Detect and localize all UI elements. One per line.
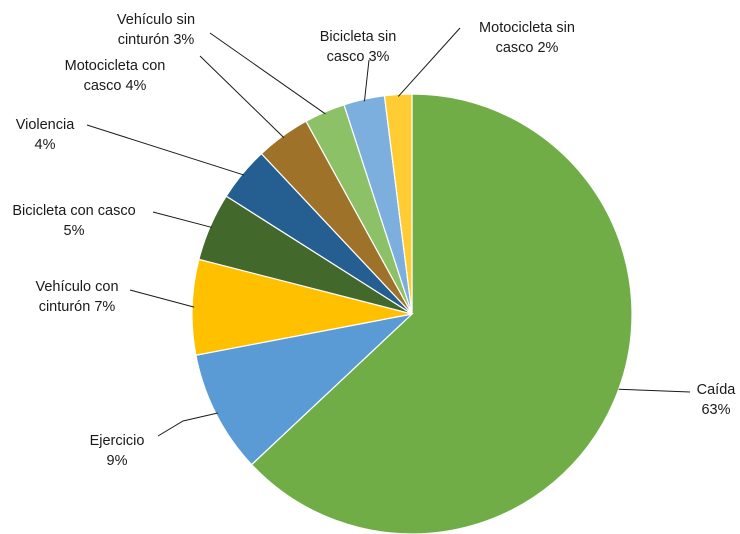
leader-line-3 xyxy=(152,211,213,228)
slice-label-line: Ejercicio xyxy=(90,433,145,449)
slice-label-0: Caída 63% xyxy=(697,382,737,418)
leader-line-2 xyxy=(129,289,195,308)
slice-label-line: Bicicleta sin xyxy=(320,29,397,45)
slice-label-line: Motocicleta sin xyxy=(479,20,575,36)
slice-label-line: 9% xyxy=(107,453,128,469)
slice-label-line: 63% xyxy=(701,402,730,418)
slice-label-5: Motocicleta con casco 4% xyxy=(65,58,166,94)
slice-label-6: Vehículo sin cinturón 3% xyxy=(117,12,195,48)
slice-label-8: Motocicleta sin casco 2% xyxy=(479,20,575,56)
slice-label-line: casco 4% xyxy=(84,78,147,94)
slice-label-line: Bicicleta con casco xyxy=(12,203,135,219)
slice-label-line: Violencia xyxy=(16,117,76,133)
pie-slice-8 xyxy=(383,93,413,315)
slice-label-line: casco 3% xyxy=(327,49,390,65)
slice-label-line: 4% xyxy=(35,137,56,153)
slice-labels: Caída 63% Ejercicio 9% Vehículo con cinturón … xyxy=(12,12,736,469)
leader-line-1 xyxy=(157,412,218,437)
leader-line-4 xyxy=(86,124,245,176)
leader-line-6 xyxy=(209,32,326,115)
slice-label-3: Bicicleta con casco 5% xyxy=(12,203,135,239)
slice-label-line: cinturón 7% xyxy=(39,299,116,315)
slice-label-2: Vehículo con cinturón 7% xyxy=(35,279,118,315)
slice-label-line: Caída xyxy=(697,382,737,398)
leader-line-0 xyxy=(618,388,691,393)
slice-label-line: Motocicleta con xyxy=(65,58,166,74)
slice-label-line: cinturón 3% xyxy=(118,32,195,48)
slice-label-line: Vehículo con xyxy=(35,279,118,295)
pie-slice-0 xyxy=(250,93,633,534)
leader-line-8 xyxy=(397,27,461,97)
slice-label-4: Violencia 4% xyxy=(16,117,76,153)
slice-label-7: Bicicleta sin casco 3% xyxy=(320,29,397,65)
slice-label-line: casco 2% xyxy=(496,40,559,56)
leader-line-7 xyxy=(363,59,370,102)
slice-label-line: Vehículo sin xyxy=(117,12,195,28)
slice-label-1: Ejercicio 9% xyxy=(90,433,145,469)
leader-line-5 xyxy=(199,55,285,138)
leader-lines xyxy=(86,27,691,437)
pie-slices xyxy=(191,93,633,534)
slice-label-line: 5% xyxy=(64,223,85,239)
